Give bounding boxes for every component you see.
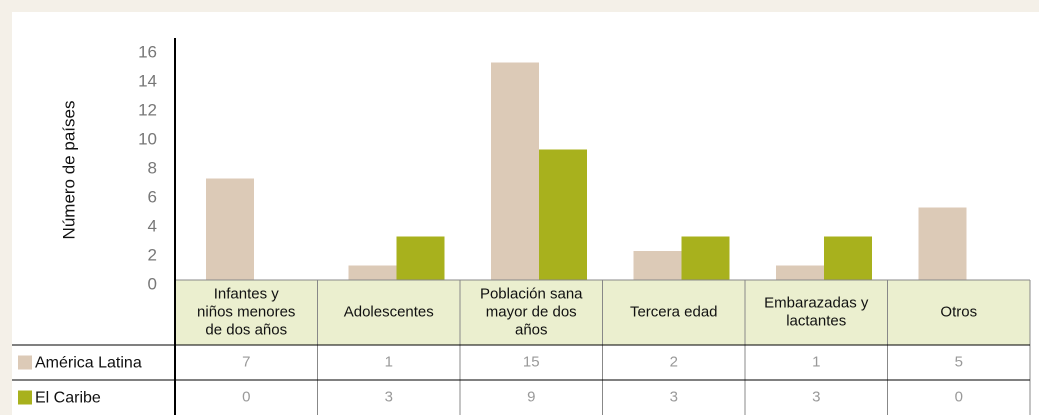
y-tick-label: 16 (138, 42, 157, 61)
bar (348, 265, 397, 280)
legend-label: El Caribe (35, 390, 101, 407)
table-value: 3 (670, 388, 678, 405)
y-tick-label: 8 (148, 158, 157, 177)
table-value: 0 (242, 388, 250, 405)
x-tick-label: Población sana mayor de dos años (480, 285, 583, 338)
bar (633, 251, 682, 280)
bar (396, 236, 445, 280)
y-tick-label: 14 (138, 71, 157, 90)
x-tick-label: Embarazadas y lactantes (764, 294, 869, 329)
y-tick-label: 4 (148, 216, 157, 235)
y-axis-label: Número de países (59, 101, 78, 240)
legend-swatch (18, 390, 32, 405)
bar (681, 236, 730, 280)
y-tick-label: 0 (148, 274, 157, 293)
x-tick-label: Tercera edad (630, 303, 718, 320)
bar (824, 236, 872, 280)
y-tick-label: 12 (138, 100, 157, 119)
table-value: 3 (385, 388, 393, 405)
table-value: 2 (670, 353, 678, 370)
bar (206, 178, 254, 280)
table-value: 1 (385, 353, 393, 370)
table-value: 3 (812, 388, 820, 405)
y-tick-label: 10 (138, 129, 157, 148)
x-tick-label: Infantes y niños menores de dos años (197, 285, 295, 338)
table-value: 9 (527, 388, 535, 405)
y-tick-label: 6 (148, 187, 157, 206)
bar (918, 207, 967, 280)
x-tick-label: Otros (940, 303, 977, 320)
table-value: 7 (242, 353, 250, 370)
table-value: 5 (955, 353, 963, 370)
bar (776, 265, 824, 280)
legend-label: América Latina (35, 355, 142, 372)
y-tick-label: 2 (148, 245, 157, 264)
x-tick-label: Adolescentes (344, 303, 434, 320)
bar (491, 62, 539, 280)
table-value: 1 (812, 353, 820, 370)
table-value: 0 (955, 388, 963, 405)
bar (539, 149, 587, 280)
table-value: 15 (523, 353, 540, 370)
legend-swatch (18, 355, 32, 370)
